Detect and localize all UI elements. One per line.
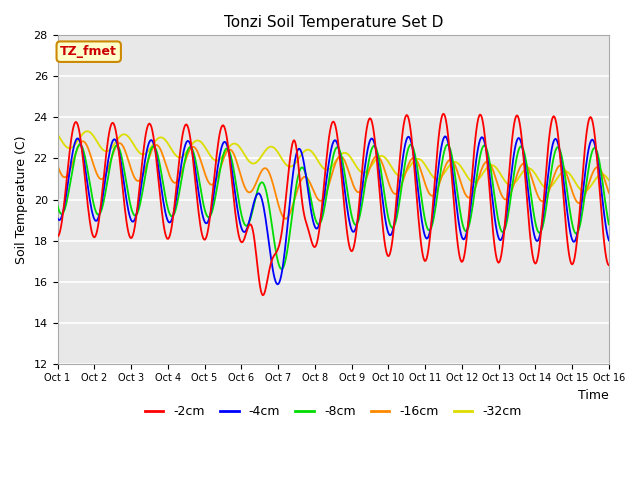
Title: Tonzi Soil Temperature Set D: Tonzi Soil Temperature Set D <box>223 15 443 30</box>
Legend: -2cm, -4cm, -8cm, -16cm, -32cm: -2cm, -4cm, -8cm, -16cm, -32cm <box>140 400 527 423</box>
Y-axis label: Soil Temperature (C): Soil Temperature (C) <box>15 135 28 264</box>
Text: TZ_fmet: TZ_fmet <box>60 45 117 58</box>
X-axis label: Time: Time <box>578 389 609 402</box>
